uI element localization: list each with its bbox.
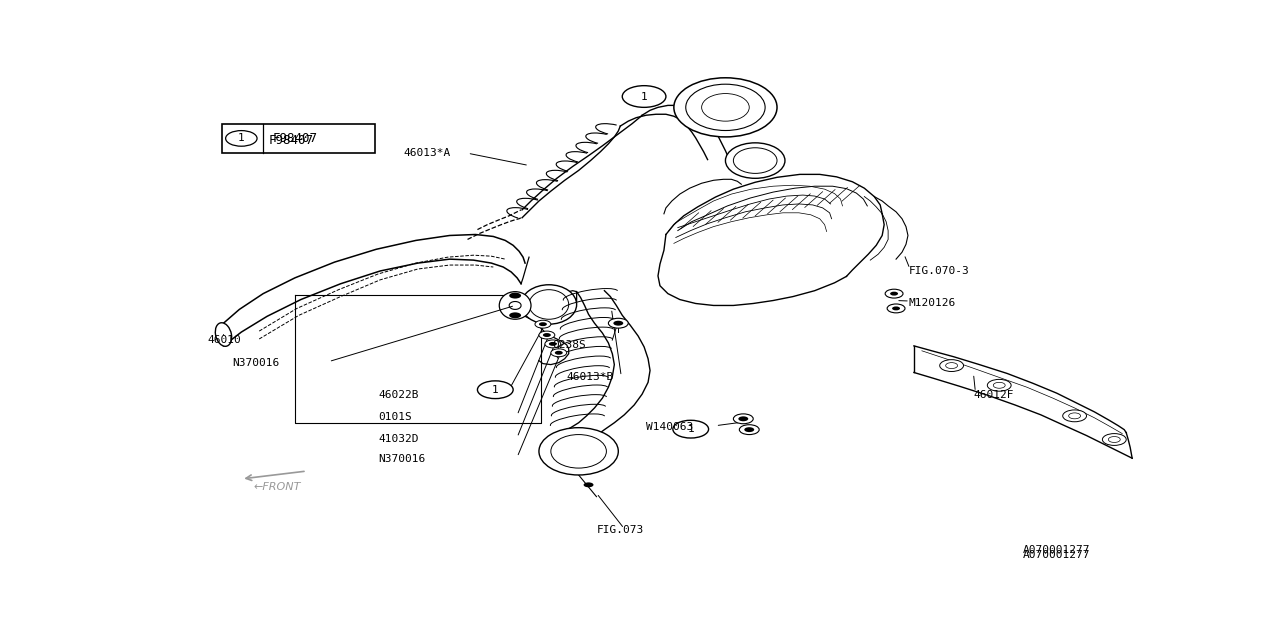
Text: 1: 1 — [641, 92, 648, 102]
Circle shape — [509, 312, 521, 318]
Circle shape — [535, 320, 550, 328]
Text: A070001277: A070001277 — [1023, 545, 1091, 555]
Text: A070001277: A070001277 — [1023, 550, 1091, 560]
Text: ←FRONT: ←FRONT — [253, 482, 301, 492]
Circle shape — [545, 340, 561, 348]
Text: 1: 1 — [238, 133, 244, 143]
Text: 46010: 46010 — [207, 335, 242, 346]
Ellipse shape — [499, 292, 531, 319]
Circle shape — [940, 360, 964, 371]
Text: 0238S: 0238S — [552, 340, 585, 350]
Text: 41032D: 41032D — [379, 434, 419, 444]
Circle shape — [509, 292, 521, 298]
Text: M120126: M120126 — [909, 298, 956, 308]
Circle shape — [1069, 413, 1080, 419]
Text: F98407: F98407 — [269, 134, 314, 147]
Circle shape — [673, 420, 709, 438]
Circle shape — [744, 427, 754, 432]
Text: FIG.073: FIG.073 — [596, 525, 644, 535]
FancyBboxPatch shape — [221, 124, 375, 153]
Circle shape — [890, 292, 899, 296]
Ellipse shape — [550, 435, 607, 468]
Circle shape — [584, 483, 594, 487]
Text: 1: 1 — [687, 424, 694, 434]
Ellipse shape — [701, 93, 749, 121]
Ellipse shape — [539, 428, 618, 475]
Circle shape — [740, 425, 759, 435]
Ellipse shape — [215, 323, 232, 346]
Circle shape — [887, 304, 905, 313]
Circle shape — [1108, 436, 1120, 442]
Circle shape — [993, 382, 1005, 388]
Text: 0101S: 0101S — [379, 412, 412, 422]
Ellipse shape — [686, 84, 765, 131]
Circle shape — [739, 417, 749, 421]
Text: 46012F: 46012F — [973, 390, 1014, 399]
Circle shape — [1062, 410, 1087, 422]
Circle shape — [733, 414, 753, 424]
Ellipse shape — [673, 78, 777, 137]
Circle shape — [549, 342, 557, 346]
Ellipse shape — [726, 143, 785, 179]
Text: 1: 1 — [492, 385, 499, 395]
Circle shape — [550, 349, 567, 356]
Ellipse shape — [733, 148, 777, 173]
Circle shape — [608, 318, 628, 328]
Text: N370016: N370016 — [379, 454, 425, 464]
Circle shape — [886, 289, 902, 298]
Circle shape — [613, 321, 623, 326]
Circle shape — [225, 131, 257, 146]
Text: 46013*A: 46013*A — [403, 148, 451, 158]
Text: W140063: W140063 — [646, 422, 694, 432]
Circle shape — [622, 86, 666, 108]
Circle shape — [892, 307, 900, 310]
Circle shape — [477, 381, 513, 399]
Circle shape — [543, 333, 550, 337]
Circle shape — [539, 331, 554, 339]
Circle shape — [554, 351, 563, 355]
Text: FIG.070-3: FIG.070-3 — [909, 266, 970, 276]
Ellipse shape — [521, 285, 576, 324]
Ellipse shape — [529, 290, 568, 319]
Circle shape — [539, 322, 547, 326]
Circle shape — [946, 363, 957, 369]
Circle shape — [987, 380, 1011, 391]
Text: F98407: F98407 — [273, 132, 319, 145]
Circle shape — [1102, 433, 1126, 445]
Text: 46022B: 46022B — [379, 390, 419, 399]
Text: N370016: N370016 — [233, 358, 279, 367]
Text: 46013*B: 46013*B — [567, 372, 614, 383]
